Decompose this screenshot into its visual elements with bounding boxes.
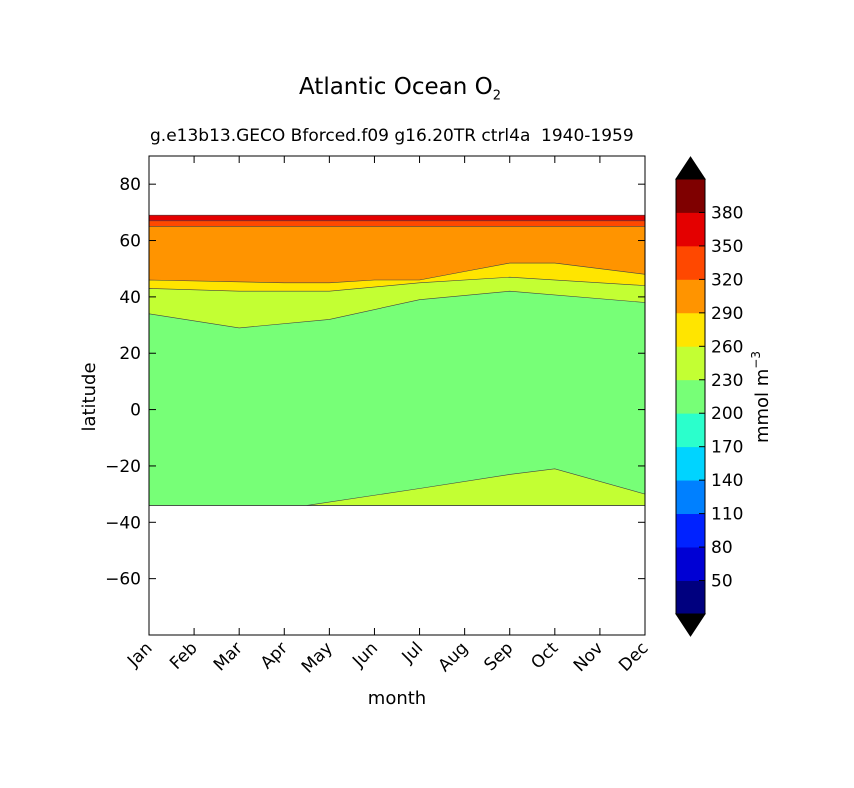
x-tick-label: Jul [398,638,427,667]
colorbar: 50 80 110 140 170 200 230 260 290 320 350 380 [675,156,743,637]
chart-subtitle: g.e13b13.GECO Bforced.f09 g16.20TR ctrl4… [150,126,531,146]
colorbar-label: mmol m−3 [749,351,773,443]
plot-frame [148,155,646,636]
colorbar-band [676,446,705,481]
colorbar-band [676,413,705,448]
colorbar-extend-under [675,613,706,637]
colorbar-tick-label: 230 [711,371,743,391]
x-tick-label: Feb [166,638,201,673]
y-tick-label: −60 [105,570,141,590]
y-tick-label: 60 [119,232,141,252]
y-tick-label: 20 [119,344,141,364]
colorbar-band [676,245,705,280]
colorbar-tick-label: 200 [711,404,743,424]
y-tick-label: 80 [119,175,141,195]
colorbar-tick-label: 290 [711,304,743,324]
x-tick-label: Jan [123,638,156,671]
colorbar-band [676,379,705,414]
y-axis-label: latitude [79,362,100,431]
colorbar-tick-label: 50 [711,572,733,592]
colorbar-tick-label: 170 [711,438,743,458]
x-tick-label: Apr [257,638,292,673]
colorbar-tick-label: 260 [711,337,743,357]
chart-period: 1940-1959 [541,126,634,146]
x-axis-label: month [368,688,426,709]
contour-fills [148,214,646,506]
colorbar-band [676,513,705,548]
y-tick-label: −40 [105,513,141,533]
colorbar-band [676,346,705,381]
x-tick-label: Jun [348,638,382,672]
y-tick-label: 40 [119,288,141,308]
x-tick-label: Dec [615,638,652,675]
x-tick-label: Nov [570,638,608,676]
colorbar-band [676,312,705,347]
colorbar-band [676,179,705,213]
colorbar-tick-label: 110 [711,505,743,525]
colorbar-tick-label: 80 [711,538,733,558]
colorbar-band [676,580,705,615]
x-tick-label: Sep [480,638,517,675]
colorbar-band [676,480,705,515]
colorbar-extend-over [675,156,706,180]
x-tick-label: May [298,638,337,677]
chart-title: Atlantic Ocean O2 [298,74,502,104]
x-tick-label: Aug [435,638,473,676]
y-axis: 80 60 40 20 0 −20 −40 −60 [105,175,645,590]
colorbar-tick-label: 140 [711,471,743,491]
colorbar-frame [675,178,706,615]
colorbar-band [676,279,705,314]
x-tick-label: Mar [210,638,247,675]
colorbar-band [676,212,705,247]
colorbar-tick-label: 350 [711,237,743,257]
colorbar-band [676,547,705,581]
x-tick-label: Oct [527,638,562,673]
colorbar-tick-label: 320 [711,270,743,290]
y-tick-label: −20 [105,457,141,477]
y-tick-label: 0 [130,401,141,421]
colorbar-tick-label: 380 [711,203,743,223]
